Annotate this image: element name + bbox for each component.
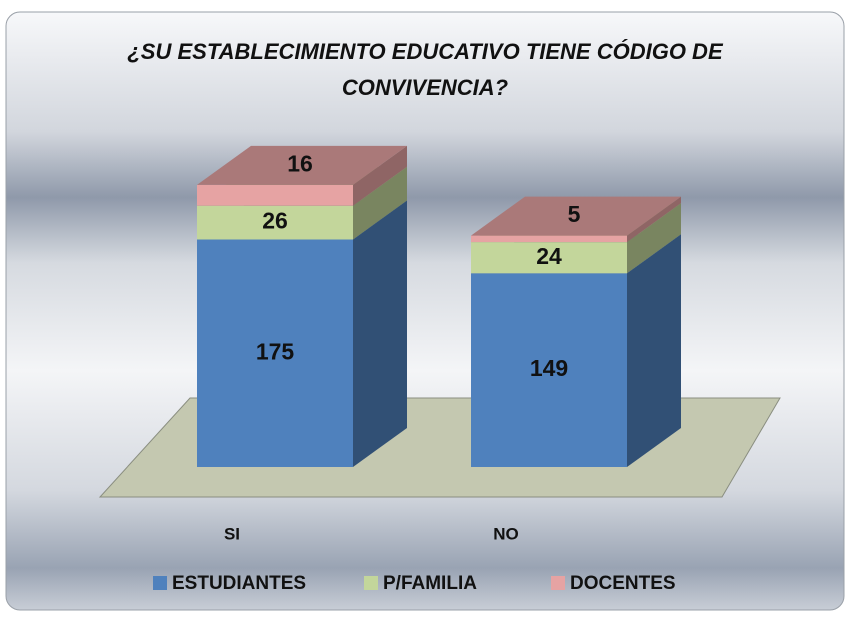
bar-side: [353, 166, 407, 240]
legend-swatch: [153, 576, 167, 590]
data-label: 26: [262, 208, 288, 234]
data-label: 24: [536, 243, 562, 269]
bar-side: [627, 196, 681, 243]
legend-swatch: [551, 576, 565, 590]
bar-segment: [197, 184, 353, 206]
bar-side: [353, 200, 407, 467]
bar-side: [627, 234, 681, 467]
bar-segment: [471, 235, 627, 243]
bar-top: [197, 145, 407, 185]
chart-title: ¿SU ESTABLECIMIENTO EDUCATIVO TIENE CÓDI…: [127, 39, 723, 100]
bar-segment: [197, 205, 353, 240]
x-tick-label: NO: [493, 524, 519, 543]
bar-segment: [471, 273, 627, 467]
legend-label: P/FAMILIA: [383, 573, 477, 594]
bar-segment: [471, 242, 627, 274]
data-label: 16: [287, 150, 313, 176]
data-label: 149: [530, 355, 568, 381]
x-tick-label: SI: [224, 524, 240, 543]
bar-top: [471, 196, 681, 236]
legend-swatch: [364, 576, 378, 590]
legend-label: ESTUDIANTES: [172, 573, 306, 594]
legend-label: DOCENTES: [570, 573, 676, 594]
bar-segment: [197, 239, 353, 467]
bar-side: [627, 203, 681, 274]
data-label: 5: [568, 201, 581, 227]
data-label: 175: [256, 338, 295, 364]
bar-side: [353, 145, 407, 206]
